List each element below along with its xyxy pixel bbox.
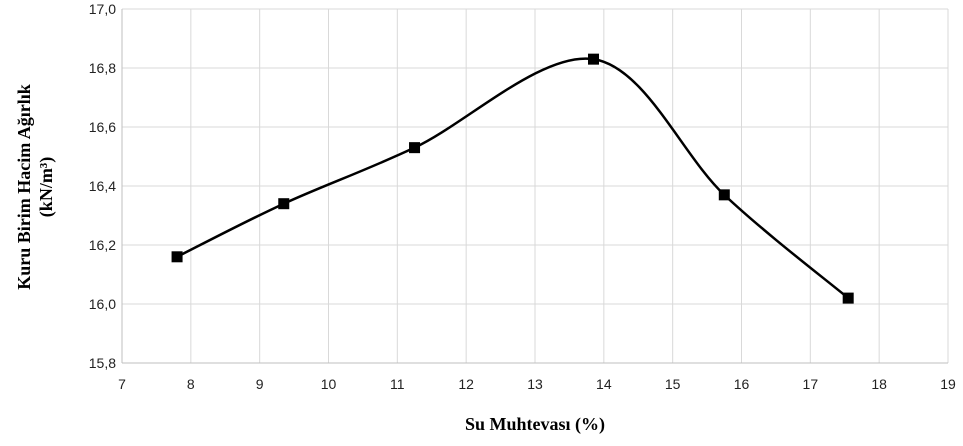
y-axis-title-line1: Kuru Birim Hacim Ağırlık [14,84,34,290]
y-tick-label: 16,8 [89,60,116,76]
data-point-marker [278,198,290,210]
x-tick-label: 12 [458,376,474,392]
x-tick-label: 15 [665,376,681,392]
x-tick-label: 18 [871,376,887,392]
axes [121,9,948,364]
gridlines [121,8,949,364]
markers [171,53,854,304]
data-point-marker [718,189,730,201]
data-point-marker [409,142,421,154]
x-tick-label: 8 [187,376,195,392]
y-tick-label: 15,8 [89,355,116,371]
y-tick-labels: 15,8 16,0 16,2 16,4 16,6 16,8 17,0 [89,1,116,371]
y-tick-label: 17,0 [89,1,116,17]
x-tick-label: 11 [390,376,405,392]
y-axis-title-group: Kuru Birim Hacim Ağırlık (kN/m³) [14,84,57,290]
series-line [176,57,849,300]
x-tick-label: 17 [803,376,819,392]
x-tick-label: 19 [940,376,956,392]
y-axis-title-line2: (kN/m³) [36,157,57,217]
x-axis-title: Su Muhtevası (%) [465,414,605,435]
x-tick-labels: 7 8 9 10 11 12 13 14 15 16 17 18 19 [118,376,956,392]
y-tick-label: 16,4 [89,178,116,194]
x-tick-label: 16 [734,376,750,392]
data-point-marker [171,251,183,263]
x-tick-label: 13 [527,376,543,392]
x-tick-label: 7 [118,376,126,392]
data-point-marker [842,292,854,304]
y-tick-label: 16,0 [89,296,116,312]
x-tick-label: 14 [596,376,612,392]
y-tick-label: 16,2 [89,237,116,253]
y-tick-label: 16,6 [89,119,116,135]
x-tick-label: 9 [256,376,264,392]
x-tick-label: 10 [321,376,337,392]
series-layer [176,57,849,300]
data-point-marker [588,53,600,65]
